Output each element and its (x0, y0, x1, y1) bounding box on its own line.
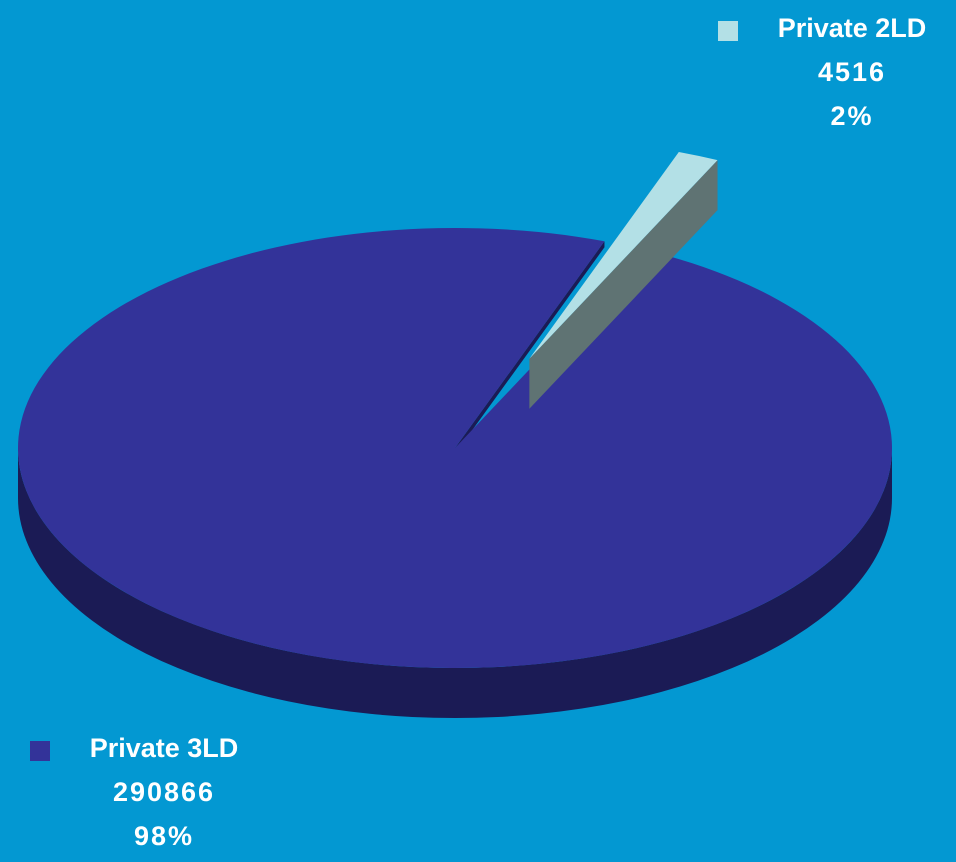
slice-value: 4516 (818, 57, 886, 87)
legend-swatch (30, 741, 50, 761)
pie-slice (18, 227, 893, 668)
legend-swatch (718, 21, 738, 41)
pie-cut-wall (455, 241, 605, 454)
pie-side (529, 160, 718, 409)
slice-value: 290866 (113, 777, 215, 807)
pie-slice (529, 151, 718, 359)
pie-side (18, 448, 892, 718)
slice-percent: 98% (134, 821, 194, 851)
slice-label: Private 3LD (90, 733, 239, 763)
labels: Private 2LD 4516 2% Private 3LD 290866 98% (30, 13, 926, 851)
pie (18, 151, 893, 718)
slice-percent: 2% (830, 101, 873, 131)
slice-label: Private 2LD (778, 13, 927, 43)
